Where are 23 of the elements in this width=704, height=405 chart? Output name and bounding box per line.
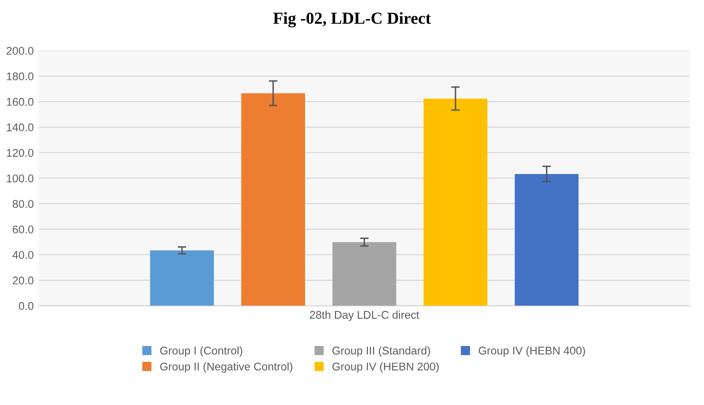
y-tick-label: 100.0 bbox=[6, 174, 34, 182]
y-tick-label: 180.0 bbox=[6, 72, 34, 80]
y-tick-label: 140.0 bbox=[6, 123, 34, 132]
legend-label: Group II (Negative Control) bbox=[160, 362, 292, 373]
y-tick-label: 40.0 bbox=[12, 251, 34, 259]
y-tick-label: 120.0 bbox=[6, 148, 34, 157]
legend-label: Group III (Standard) bbox=[332, 346, 430, 357]
bar bbox=[424, 98, 488, 306]
y-tick-label: 80.0 bbox=[12, 200, 34, 208]
y-tick-label: 60.0 bbox=[12, 225, 34, 234]
legend-label: Group IV (HEBN 400) bbox=[478, 346, 585, 357]
bar bbox=[150, 250, 214, 306]
legend-label: Group I (Control) bbox=[160, 346, 242, 357]
legend-label: Group IV (HEBN 200) bbox=[332, 362, 439, 373]
x-tick-label: 28th Day LDL-C direct bbox=[310, 310, 420, 321]
chart-title: Fig -02, LDL-C Direct bbox=[273, 12, 431, 28]
y-tick-label: 20.0 bbox=[12, 276, 34, 284]
y-tick-label: 200.0 bbox=[6, 46, 34, 55]
y-tick-label: 160.0 bbox=[6, 98, 34, 106]
bar bbox=[514, 174, 579, 306]
bar bbox=[332, 242, 396, 306]
y-tick-label: 0.0 bbox=[18, 302, 34, 310]
bar bbox=[241, 93, 306, 306]
